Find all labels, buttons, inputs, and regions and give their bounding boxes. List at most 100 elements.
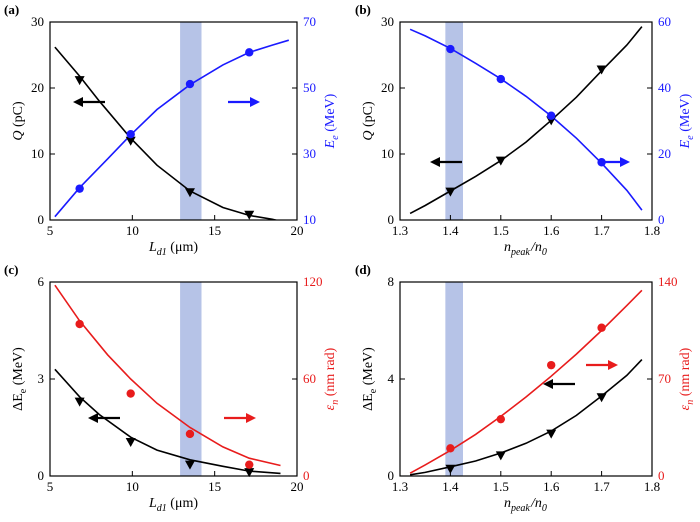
left-series-line: [409, 26, 643, 215]
arrowhead-right: [608, 360, 618, 370]
right-series-marker: [185, 429, 195, 439]
left-y-axis-label: Q (pC): [11, 101, 26, 141]
left-series-marker: [495, 156, 506, 166]
x-axis-label: Ld1 (μm): [148, 240, 198, 258]
left-y-tick-label: 0: [38, 468, 45, 483]
right-series-line: [54, 39, 290, 218]
right-series-line: [409, 289, 643, 474]
left-series-marker: [596, 393, 607, 403]
x-tick-label: 1.8: [644, 223, 660, 238]
left-y-tick-label: 0: [388, 468, 395, 483]
right-series-marker: [245, 460, 254, 469]
left-series-marker: [125, 438, 136, 448]
highlight-band: [180, 22, 202, 220]
panel-label: (c): [4, 262, 18, 277]
right-series-marker: [496, 74, 505, 84]
left-y-tick-label: 6: [38, 274, 45, 289]
left-y-tick-label: 0: [38, 212, 45, 227]
right-y-axis-label: Ee (MeV): [323, 93, 341, 149]
left-series-marker: [244, 468, 255, 478]
arrowhead-left: [430, 157, 440, 167]
right-series-marker: [446, 44, 455, 54]
x-tick-label: 1.7: [593, 479, 610, 494]
right-series-marker: [185, 79, 195, 89]
left-y-tick-label: 30: [31, 14, 44, 29]
x-tick-label: 15: [208, 223, 221, 238]
left-y-axis-label: ΔEe (MeV): [361, 347, 379, 411]
right-y-tick-label: 40: [658, 80, 671, 95]
left-series-marker: [445, 187, 456, 197]
left-y-axis-label: ΔEe (MeV): [11, 347, 29, 411]
arrowhead-right: [246, 413, 256, 423]
x-tick-label: 1.3: [392, 479, 408, 494]
right-y-axis-label: εn (nm rad): [678, 347, 696, 410]
x-tick-label: 1.3: [392, 223, 408, 238]
right-y-tick-label: 0: [658, 212, 665, 227]
right-y-axis-label: Ee (MeV): [678, 93, 696, 149]
right-series-marker: [597, 323, 606, 332]
left-series-marker: [74, 76, 85, 86]
left-series-line: [54, 46, 279, 220]
x-tick-label: 20: [291, 223, 304, 238]
arrowhead-left: [88, 413, 98, 423]
right-series-marker: [245, 48, 254, 57]
right-y-tick-label: 50: [303, 80, 316, 95]
left-series-marker: [244, 210, 255, 220]
right-series-marker: [126, 389, 135, 398]
right-series-line: [54, 284, 281, 467]
right-series-marker: [75, 184, 84, 193]
x-tick-label: 1.4: [442, 223, 459, 238]
left-y-tick-label: 4: [388, 371, 395, 386]
right-y-tick-label: 140: [658, 274, 678, 289]
x-tick-label: 1.5: [493, 479, 509, 494]
right-y-tick-label: 60: [658, 14, 671, 29]
left-y-tick-label: 10: [381, 146, 394, 161]
left-y-tick-label: 20: [381, 80, 394, 95]
left-series-line: [54, 368, 281, 475]
highlight-band: [445, 22, 463, 220]
panel-label: (d): [355, 262, 371, 277]
right-series-marker: [126, 130, 135, 139]
plot-frame: [49, 21, 298, 221]
right-y-tick-label: 70: [658, 371, 671, 386]
left-y-tick-label: 20: [31, 80, 44, 95]
x-axis-label: Ld1 (μm): [148, 496, 198, 514]
right-y-axis-label: εn (nm rad): [323, 347, 341, 410]
x-tick-label: 1.4: [442, 479, 459, 494]
arrowhead-right: [620, 157, 630, 167]
arrowhead-left: [543, 379, 553, 389]
right-y-tick-label: 0: [303, 468, 310, 483]
left-y-tick-label: 30: [381, 14, 394, 29]
left-y-axis-label: Q (pC): [361, 101, 376, 141]
left-series-marker: [125, 136, 136, 146]
plot-frame: [49, 281, 298, 477]
right-y-tick-label: 10: [303, 212, 316, 227]
left-series-marker: [495, 451, 506, 461]
right-series-line: [409, 28, 643, 211]
panel-label: (a): [4, 2, 19, 17]
right-series-marker: [547, 111, 556, 120]
right-y-tick-label: 60: [303, 371, 316, 386]
left-series-line: [409, 359, 643, 476]
right-series-marker: [446, 444, 455, 453]
plot-frame: [399, 21, 653, 221]
left-series-marker: [184, 188, 195, 198]
x-tick-label: 10: [126, 223, 139, 238]
highlight-band: [180, 282, 202, 476]
panel-label: (b): [355, 2, 371, 17]
right-series-marker: [496, 414, 505, 424]
x-tick-label: 10: [126, 479, 139, 494]
highlight-band: [445, 282, 463, 476]
right-series-marker: [75, 319, 84, 329]
right-y-tick-label: 70: [303, 14, 316, 29]
x-axis-label: npeak /n0: [504, 240, 548, 258]
right-y-tick-label: 30: [303, 146, 316, 161]
left-y-tick-label: 3: [38, 371, 45, 386]
left-series-marker: [596, 65, 607, 75]
right-y-tick-label: 20: [658, 146, 671, 161]
